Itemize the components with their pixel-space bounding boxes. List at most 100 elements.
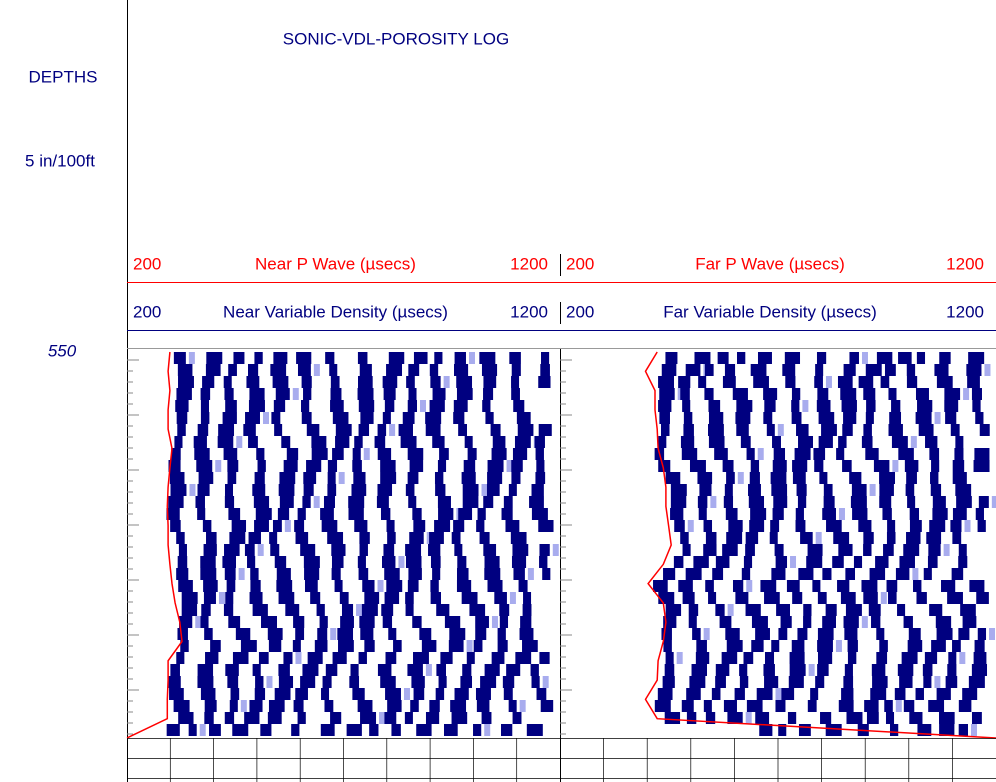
vdl-band (169, 472, 185, 484)
vdl-band (817, 592, 827, 604)
vdl-band (382, 556, 396, 568)
vdl-band (958, 724, 968, 736)
vdl-band (670, 508, 684, 520)
vdl-band-faint (330, 628, 337, 640)
vdl-band (755, 712, 770, 724)
vdl-band (254, 520, 269, 532)
vdl-band (311, 448, 328, 460)
vdl-band (822, 508, 836, 520)
vdl-band (276, 580, 293, 592)
vdl-band (511, 376, 520, 388)
vdl-band (320, 724, 335, 736)
vdl-band (349, 676, 360, 688)
vdl-band (174, 436, 183, 448)
vdl-band (223, 604, 234, 616)
vdl-band (663, 640, 672, 652)
vdl-band (721, 652, 738, 664)
vdl-band-faint (964, 520, 971, 532)
vdl-band (409, 532, 424, 544)
vdl-band (698, 376, 707, 388)
vdl-band (898, 448, 914, 460)
vdl-band (705, 532, 717, 544)
vdl-band (330, 400, 344, 412)
vdl-band (469, 604, 486, 616)
vdl-band (863, 388, 876, 400)
vdl-band (737, 352, 746, 364)
vdl-band (436, 604, 450, 616)
vdl-band (454, 364, 469, 376)
vdl-band (534, 436, 545, 448)
vdl-band (412, 616, 422, 628)
vdl-band (479, 352, 496, 364)
vdl-band (916, 592, 927, 604)
vdl-band (294, 520, 305, 532)
vdl-band (274, 424, 283, 436)
vdl-band (497, 628, 506, 640)
vdl-band (923, 568, 932, 580)
vdl-band (926, 532, 942, 544)
vdl-band (487, 472, 503, 484)
vdl-band (481, 364, 498, 376)
vdl-band (357, 352, 368, 364)
vdl-band (929, 604, 943, 616)
vdl-band (955, 484, 972, 496)
vdl-band (909, 508, 920, 520)
vdl-band-faint (984, 364, 991, 376)
vdl-band (463, 460, 476, 472)
vdl-band (499, 616, 509, 628)
vdl-band (746, 700, 763, 712)
vdl-band (301, 376, 312, 388)
vdl-band (303, 484, 314, 496)
vdl-band (462, 484, 479, 496)
p-wave-curve (126, 351, 183, 739)
vdl-band (303, 388, 312, 400)
vdl-band (458, 424, 467, 436)
vdl-band (697, 472, 713, 484)
vdl-band (413, 520, 426, 532)
vdl-band-faint (398, 556, 405, 568)
vdl-band-faint (777, 424, 784, 436)
vdl-band (772, 460, 787, 472)
vdl-band-faint (262, 412, 269, 424)
vdl-band (296, 352, 312, 364)
vdl-band (866, 712, 879, 724)
vdl-band-faint (466, 640, 473, 652)
vdl-band (166, 508, 180, 520)
vdl-band (849, 352, 859, 364)
vdl-band (297, 508, 306, 520)
vdl-band-faint (257, 544, 264, 556)
vdl-band (950, 520, 962, 532)
vdl-band (377, 448, 392, 460)
vdl-band (745, 532, 759, 544)
vdl-band (531, 508, 548, 520)
vdl-band (279, 472, 296, 484)
vdl-band (886, 580, 898, 592)
curve-scale-min: 200 (133, 254, 161, 273)
vdl-band (451, 532, 461, 544)
vdl-band (456, 376, 473, 388)
vdl-band (359, 616, 375, 628)
vdl-band (837, 580, 850, 592)
vdl-band (847, 652, 857, 664)
vdl-band (825, 604, 837, 616)
vdl-band (430, 556, 441, 568)
vdl-band (247, 364, 259, 376)
vdl-band (871, 616, 881, 628)
vdl-band (903, 616, 913, 628)
vdl-band-faint (484, 724, 491, 736)
vdl-band (327, 460, 338, 472)
vdl-band (304, 568, 320, 580)
vdl-band (274, 688, 291, 700)
vdl-band-faint (892, 460, 899, 472)
vdl-band (935, 616, 952, 628)
vdl-band (791, 400, 800, 412)
vdl-band (796, 484, 807, 496)
vdl-band (865, 448, 879, 460)
vdl-band (200, 556, 216, 568)
vdl-band (425, 424, 441, 436)
vdl-band (978, 496, 989, 508)
vdl-band (386, 580, 403, 592)
vdl-band (764, 400, 776, 412)
vdl-band (794, 448, 811, 460)
vdl-band (950, 424, 960, 436)
